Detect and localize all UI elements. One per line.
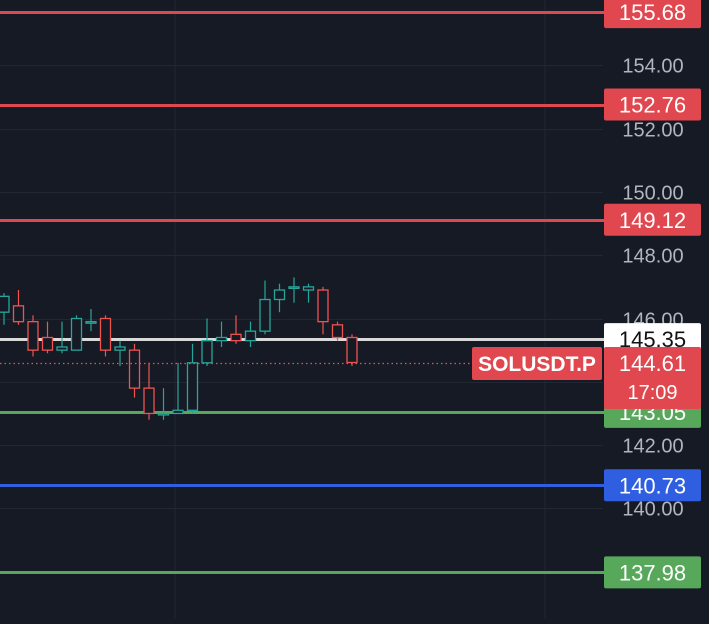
- candle-body: [27, 321, 39, 351]
- price-line-label: 155.68: [604, 0, 701, 29]
- countdown-timer: 17:09: [627, 382, 677, 404]
- candle: [114, 340, 126, 366]
- price-label-badge: [604, 88, 701, 121]
- symbol-tag: SOLUSDT.P: [472, 347, 602, 380]
- candle-body: [157, 412, 170, 416]
- candle-body: [186, 362, 199, 411]
- price-tick-label: 152.00: [622, 120, 683, 142]
- candle: [346, 334, 358, 366]
- candle-body: [41, 336, 54, 351]
- symbol-tag-bg: [472, 347, 602, 380]
- candle-body: [302, 286, 315, 291]
- candle-body: [273, 289, 286, 301]
- symbol-label: SOLUSDT.P: [478, 353, 596, 376]
- candle: [273, 283, 286, 313]
- candle-body: [70, 317, 83, 351]
- candle: [56, 321, 68, 354]
- price-axis-ticks: 154.00152.00150.00148.00146.00144.00142.…: [622, 56, 683, 521]
- price-line-label: 152.76: [604, 88, 701, 121]
- candle-body: [114, 346, 126, 351]
- candle: [201, 318, 213, 366]
- price-tick-label: 140.00: [622, 499, 683, 521]
- candle-body: [259, 298, 271, 332]
- candle-body: [288, 286, 300, 290]
- candle: [157, 388, 170, 420]
- candle: [0, 293, 10, 325]
- price-label-text: 155.68: [619, 0, 686, 25]
- candle-body: [215, 336, 228, 342]
- candle: [302, 283, 315, 303]
- price-label-text: 149.12: [619, 208, 686, 233]
- candle-body: [331, 324, 344, 339]
- candle: [128, 343, 141, 398]
- candle: [331, 321, 344, 341]
- candle: [143, 362, 155, 420]
- price-tick-label: 154.00: [622, 56, 683, 78]
- candle: [230, 315, 242, 344]
- candle-body: [128, 349, 141, 389]
- price-label-text: 152.76: [619, 93, 686, 118]
- last-price-tag: 144.61 17:09: [604, 347, 701, 409]
- candle-body: [56, 346, 68, 351]
- candle: [85, 309, 97, 332]
- last-price-tag-bg: [604, 347, 701, 409]
- price-label-text: 137.98: [619, 560, 686, 585]
- candle-body: [317, 289, 329, 323]
- candle-body: [12, 305, 25, 323]
- candle: [70, 315, 83, 351]
- candle-body: [244, 330, 257, 342]
- candle-body: [172, 409, 184, 415]
- candle: [259, 280, 271, 335]
- candle: [215, 321, 228, 347]
- candle-body: [230, 333, 242, 342]
- price-label-badge: [604, 556, 701, 589]
- candle: [172, 362, 184, 415]
- price-tick-label: 142.00: [622, 436, 683, 458]
- price-line-label: 149.12: [604, 203, 701, 236]
- candle: [99, 315, 112, 357]
- candle: [27, 315, 39, 357]
- price-label-badge: [604, 0, 701, 29]
- candle-body: [99, 317, 112, 351]
- candle: [41, 321, 54, 354]
- candle-body: [85, 321, 97, 324]
- candle-body: [0, 295, 10, 313]
- price-label-badge: [604, 469, 701, 502]
- candle: [12, 290, 25, 325]
- candle-body: [346, 336, 358, 364]
- candle-body: [143, 387, 155, 415]
- price-line-label: 137.98: [604, 556, 701, 589]
- candle: [244, 321, 257, 347]
- candle-body: [201, 340, 213, 364]
- candle: [288, 277, 300, 303]
- candle: [186, 343, 199, 414]
- price-tick-label: 148.00: [622, 246, 683, 268]
- price-line-label: 140.73: [604, 469, 701, 502]
- price-line-labels: 155.68152.76149.12145.35143.05140.73137.…: [472, 0, 701, 589]
- last-price-value: 144.61: [619, 351, 686, 376]
- price-tick-label: 150.00: [622, 183, 683, 205]
- price-label-badge: [604, 203, 701, 236]
- candlestick-series: [0, 277, 358, 420]
- candle: [317, 286, 329, 335]
- price-label-text: 140.73: [619, 473, 686, 498]
